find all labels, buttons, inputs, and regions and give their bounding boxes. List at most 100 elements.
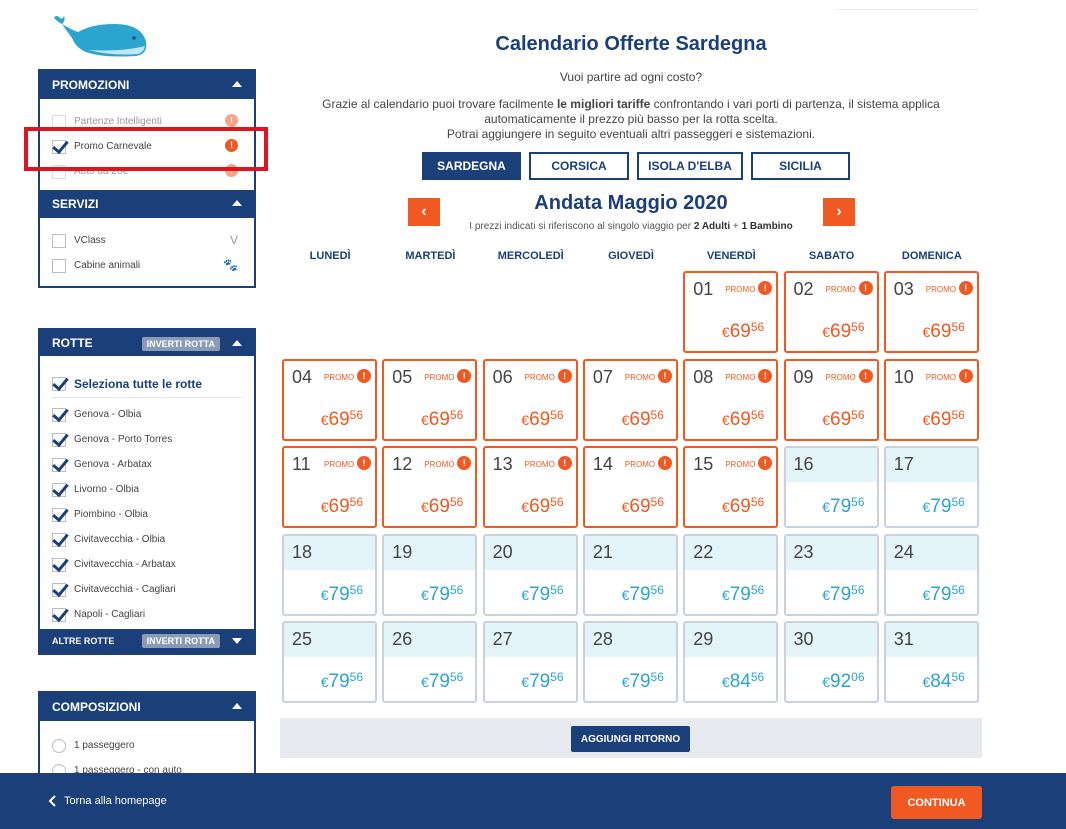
day-band <box>384 535 476 570</box>
calendar-day[interactable]: 01 PROMO! €6956 <box>683 271 779 353</box>
tab-isola-d-elba[interactable]: ISOLA D'ELBA <box>637 152 743 180</box>
route-option[interactable]: Civitavecchia - Olbia <box>52 527 242 552</box>
route-option[interactable]: Civitavecchia - Cagliari <box>52 577 242 602</box>
calendar-day[interactable]: 04 PROMO! €6956 <box>282 358 377 441</box>
day-band <box>885 448 977 482</box>
calendar-day[interactable]: 29 €8456 <box>683 621 779 703</box>
weekday-label: MARTEDÌ <box>405 250 456 262</box>
chevron-up-icon[interactable] <box>232 81 242 87</box>
prev-month-button[interactable]: ‹ <box>408 198 440 226</box>
route-checkbox[interactable] <box>52 457 66 472</box>
day-price: €7956 <box>621 582 664 605</box>
next-month-button[interactable]: › <box>823 198 855 226</box>
alert-icon: ! <box>357 456 371 470</box>
route-option[interactable]: Piombino - Olbia <box>52 502 242 527</box>
add-return-button[interactable]: AGGIUNGI RITORNO <box>571 726 690 752</box>
whale-logo[interactable] <box>52 12 152 62</box>
chevron-up-icon[interactable] <box>232 703 242 709</box>
tab-sardegna[interactable]: SARDEGNA <box>422 152 521 180</box>
calendar-day[interactable]: 07 PROMO! €6956 <box>582 358 678 441</box>
promo-tag: PROMO <box>424 460 455 469</box>
day-number: 08 <box>693 366 714 387</box>
alert-icon: ! <box>457 456 472 470</box>
calendar-day[interactable]: 05 PROMO! €6956 <box>382 358 478 441</box>
composizioni-title: COMPOSIZIONI <box>52 700 141 714</box>
calendar-day[interactable]: 12 PROMO! €6956 <box>382 446 478 528</box>
calendar-day[interactable]: 23 €7956 <box>783 533 879 616</box>
chevron-up-icon[interactable] <box>232 200 242 206</box>
altre-rotte-header[interactable]: ALTRE ROTTE INVERTI ROTTA <box>40 629 254 653</box>
tab-corsica[interactable]: CORSICA <box>529 152 629 180</box>
route-checkbox[interactable] <box>52 557 66 572</box>
day-band <box>885 623 977 657</box>
calendar-day[interactable]: 17 €7956 <box>883 446 979 528</box>
continue-button[interactable]: CONTINUA <box>891 786 982 819</box>
calendar-day[interactable]: 11 PROMO! €6956 <box>282 446 377 528</box>
calendar-day[interactable]: 10 PROMO! €6956 <box>883 358 979 441</box>
calendar-day[interactable]: 03 PROMO! €6956 <box>883 271 979 353</box>
composition-radio[interactable] <box>52 738 66 753</box>
service-option[interactable]: Cabine animali 🐾 <box>52 253 242 278</box>
calendar-day[interactable]: 19 €7956 <box>382 533 478 616</box>
calendar-day[interactable]: 22 €7956 <box>683 533 779 616</box>
calendar-day[interactable]: 30 €9206 <box>783 621 879 703</box>
invert-route-button[interactable]: INVERTI ROTTA <box>141 337 220 351</box>
chevron-up-icon[interactable] <box>232 340 242 346</box>
page-title: Calendario Offerte Sardegna <box>495 33 767 55</box>
select-all-routes[interactable]: Seleziona tutte le rotte <box>52 370 242 398</box>
calendar-day[interactable]: 26 €7956 <box>382 621 478 703</box>
route-checkbox[interactable] <box>52 532 66 547</box>
service-checkbox[interactable] <box>52 258 66 273</box>
promozioni-header[interactable]: PROMOZIONI <box>40 71 254 99</box>
select-all-checkbox[interactable] <box>52 376 66 391</box>
rotte-header[interactable]: ROTTE INVERTI ROTTA <box>40 330 254 356</box>
route-option[interactable]: Napoli - Cagliari <box>52 602 242 627</box>
route-option[interactable]: Genova - Porto Torres <box>52 427 242 452</box>
calendar-day[interactable]: 21 €7956 <box>582 533 678 616</box>
back-home-link[interactable]: Torna alla homepage <box>48 795 167 807</box>
route-checkbox[interactable] <box>52 607 66 622</box>
day-number: 23 <box>793 541 814 562</box>
calendar-day[interactable]: 25 €7956 <box>282 621 377 703</box>
service-checkbox[interactable] <box>52 233 66 248</box>
route-checkbox[interactable] <box>52 507 66 522</box>
calendar-day[interactable]: 06 PROMO! €6956 <box>482 358 578 441</box>
calendar-day[interactable]: 18 €7956 <box>282 533 377 616</box>
route-option[interactable]: Civitavecchia - Arbatax <box>52 552 242 577</box>
servizi-header[interactable]: SERVIZI <box>40 190 254 218</box>
calendar-day[interactable]: 02 PROMO! €6956 <box>783 271 879 353</box>
calendar-day[interactable]: 28 €7956 <box>582 621 678 703</box>
calendar-day[interactable]: 16 €7956 <box>783 446 879 528</box>
calendar-day[interactable]: 14 PROMO! €6956 <box>582 446 678 528</box>
route-checkbox[interactable] <box>52 432 66 447</box>
chevron-down-icon[interactable] <box>232 638 242 644</box>
day-price: €6956 <box>721 495 765 517</box>
day-number: 01 <box>693 279 714 299</box>
day-price: €7956 <box>621 670 664 692</box>
calendar-day[interactable]: 20 €7956 <box>482 533 578 616</box>
day-price: €6956 <box>421 407 464 430</box>
route-checkbox[interactable] <box>52 407 66 422</box>
promo-option[interactable]: Promo Carnevale ! <box>52 134 242 159</box>
calendar-day[interactable]: 08 PROMO! €6956 <box>683 358 779 441</box>
route-checkbox[interactable] <box>52 482 66 497</box>
promo-option[interactable]: Partenze Intelligenti ! <box>52 109 242 134</box>
top-decoration <box>836 0 978 10</box>
service-option[interactable]: VClass V <box>52 228 242 253</box>
calendar-day[interactable]: 31 €8456 <box>883 621 979 703</box>
calendar-day[interactable]: 15 PROMO! €6956 <box>683 446 779 528</box>
calendar-day[interactable]: 13 PROMO! €6956 <box>482 446 578 528</box>
promo-checkbox[interactable] <box>52 139 66 154</box>
calendar-day[interactable]: 27 €7956 <box>482 621 578 703</box>
calendar-day[interactable]: 09 PROMO! €6956 <box>783 358 879 441</box>
calendar-day[interactable]: 24 €7956 <box>883 533 979 616</box>
rotte-panel: ROTTE INVERTI ROTTA Seleziona tutte le r… <box>38 328 256 655</box>
composizioni-header[interactable]: COMPOSIZIONI <box>40 693 254 721</box>
route-checkbox[interactable] <box>52 582 66 597</box>
composition-option[interactable]: 1 passeggero <box>52 733 242 758</box>
tab-sicilia[interactable]: SICILIA <box>751 152 850 180</box>
invert-route-button[interactable]: INVERTI ROTTA <box>141 634 220 648</box>
route-option[interactable]: Livorno - Olbia <box>52 477 242 502</box>
route-option[interactable]: Genova - Arbatax <box>52 452 242 477</box>
route-option[interactable]: Genova - Olbia <box>52 402 242 427</box>
